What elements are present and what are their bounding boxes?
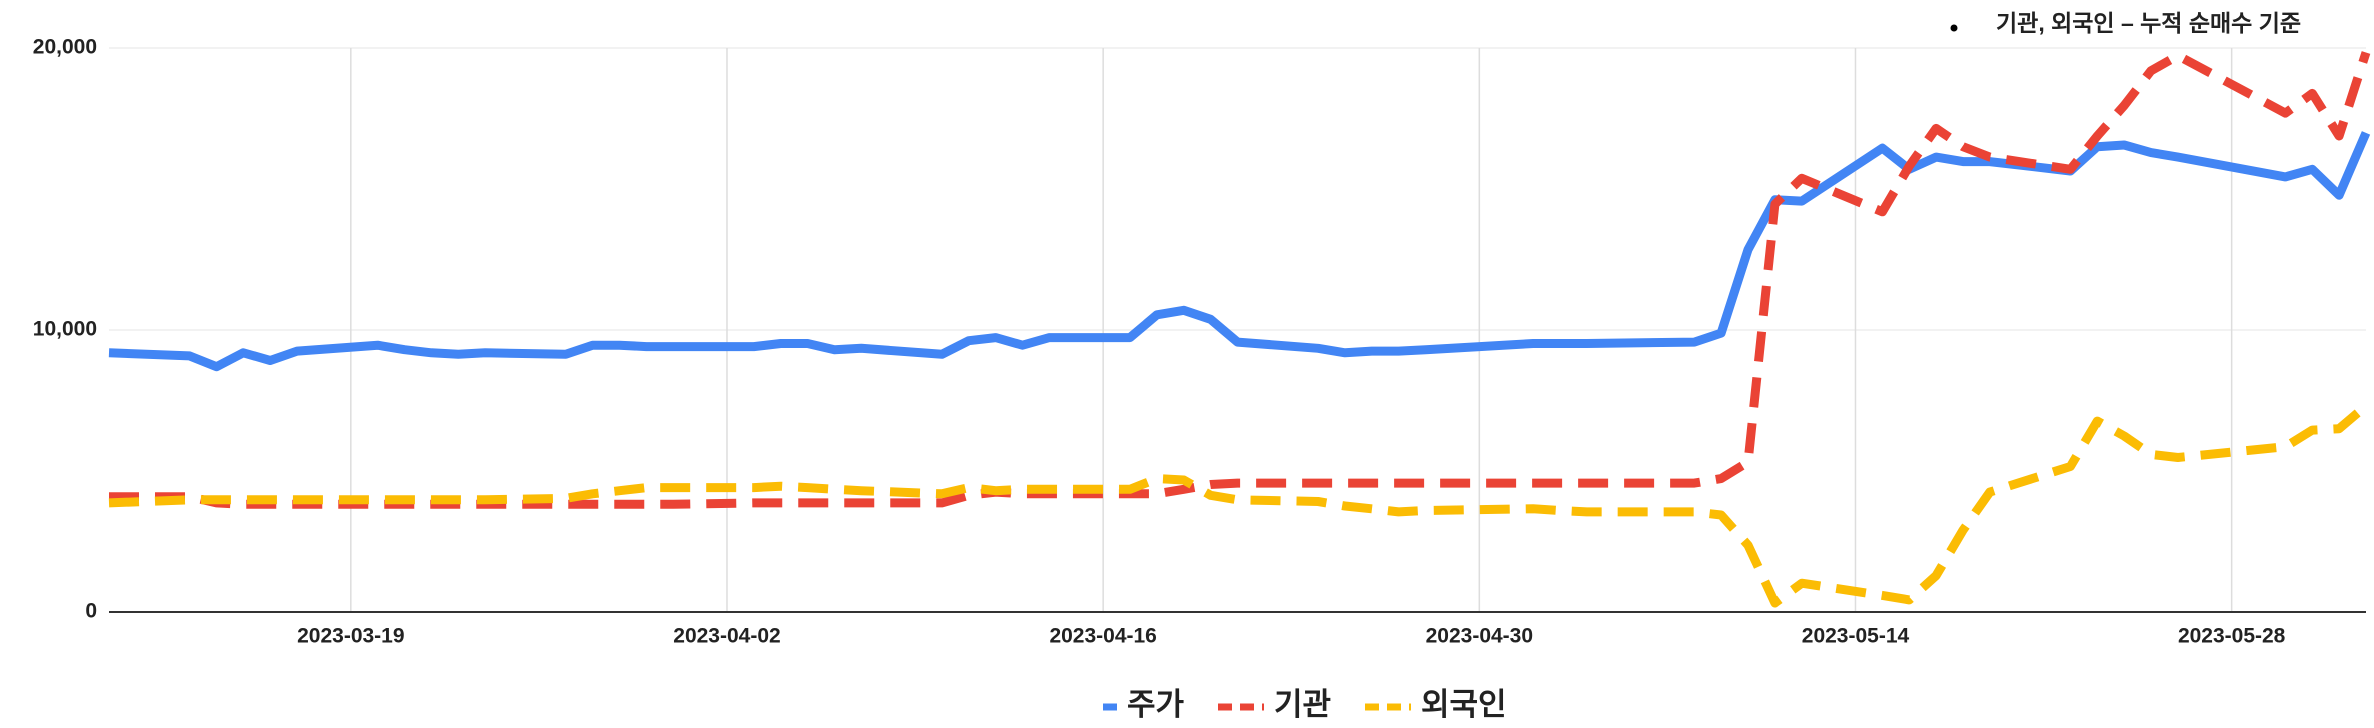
note: 기관, 외국인 – 누적 순매수 기준 [1996, 10, 2301, 36]
legend-label: 주가 [1127, 687, 1185, 722]
y-tick-label: 0 [85, 600, 97, 623]
line [108, 131, 2371, 372]
x-tick-label: 2023-04-02 [673, 625, 780, 648]
y-tick-label: 10,000 [33, 318, 97, 341]
legend-label: 외국인 [1421, 687, 1507, 722]
x-tick-label: 2023-05-28 [2178, 625, 2286, 648]
x-tick-label: 2023-04-30 [1426, 625, 1533, 648]
x-tick-label: 2023-05-14 [1802, 625, 1910, 648]
line [108, 402, 2369, 608]
y-tick-label: 20,000 [33, 36, 97, 59]
legend-label: 기관 [1274, 687, 1331, 722]
x-tick-label: 2023-04-16 [1049, 625, 1156, 648]
note-bullet [1950, 24, 1958, 32]
line [109, 51, 2371, 509]
x-tick-label: 2023-03-19 [297, 625, 404, 648]
